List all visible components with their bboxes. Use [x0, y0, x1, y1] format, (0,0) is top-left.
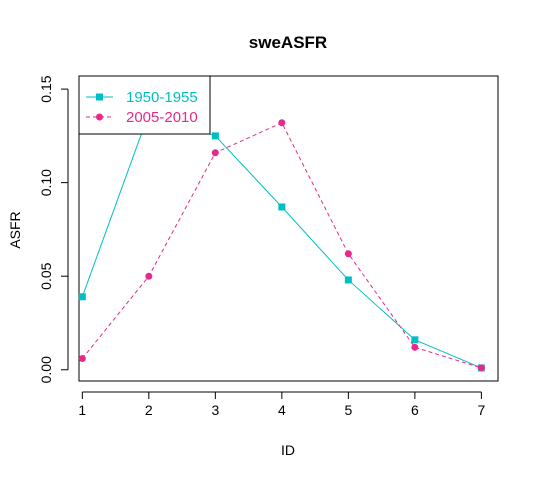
series-line	[81, 112, 482, 369]
y-tick-label: 0.05	[38, 262, 54, 289]
legend-label: 2005-2010	[126, 109, 198, 126]
data-point	[278, 203, 286, 211]
chart-title: sweASFR	[249, 33, 327, 52]
y-axis: 0.00 0.05 0.10 0.15	[38, 75, 69, 383]
data-point	[211, 149, 219, 157]
legend-marker	[96, 93, 103, 101]
x-axis: 1 2 3 4 5 6 7	[78, 391, 485, 418]
data-point	[411, 343, 419, 351]
data-point	[145, 272, 153, 280]
data-point	[477, 364, 485, 372]
data-point	[411, 336, 419, 344]
legend: 1950-1955 2005-2010	[78, 75, 211, 135]
x-axis-label: ID	[281, 442, 295, 458]
legend-box	[78, 75, 211, 135]
series-line	[81, 122, 482, 369]
x-tick-label: 2	[145, 402, 153, 418]
x-tick-label: 1	[78, 402, 86, 418]
series-1950-1955	[78, 109, 485, 372]
data-point	[344, 250, 352, 258]
data-point	[344, 276, 352, 284]
data-point	[211, 132, 219, 140]
series-2005-2010	[78, 119, 485, 372]
plot-frame	[78, 75, 499, 382]
y-tick-label: 0.15	[38, 75, 54, 102]
y-tick-label: 0.10	[38, 169, 54, 196]
y-tick-label: 0.00	[38, 356, 54, 383]
data-point	[78, 293, 86, 301]
x-tick-label: 4	[278, 402, 286, 418]
legend-label: 1950-1955	[126, 89, 198, 106]
data-point	[278, 119, 286, 127]
x-tick-label: 6	[411, 402, 419, 418]
x-tick-label: 5	[344, 402, 352, 418]
x-tick-label: 7	[477, 402, 485, 418]
y-axis-label: ASFR	[7, 211, 23, 248]
data-point	[78, 355, 86, 363]
x-tick-label: 3	[211, 402, 219, 418]
series-layer	[78, 109, 485, 372]
plot-area	[78, 75, 499, 382]
legend-marker	[96, 113, 103, 121]
